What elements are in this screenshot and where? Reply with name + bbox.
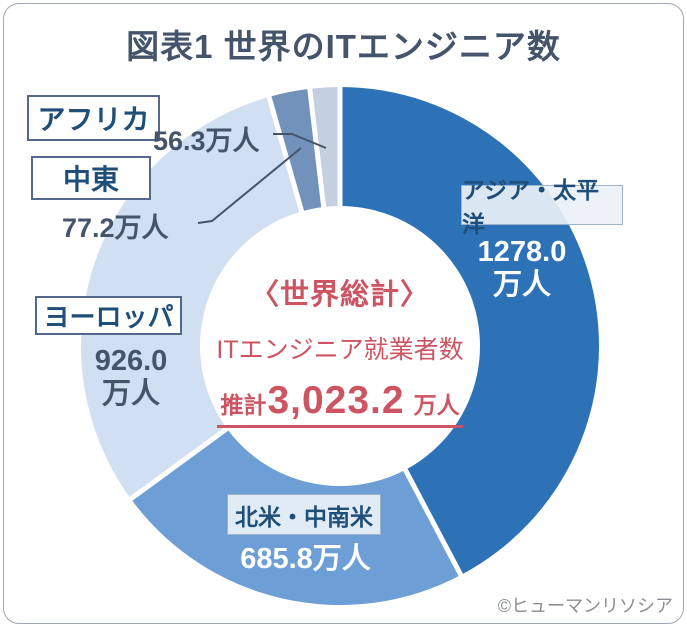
callout-box-asia-pacific: アジア・太平洋 [461, 177, 623, 237]
segment-gap [126, 423, 233, 503]
segment-gap [400, 464, 465, 579]
callout-box-africa: アフリカ [27, 95, 160, 141]
segment-gap [306, 85, 327, 213]
callout-box-middle-east: 中東 [31, 156, 151, 200]
callout-label-europe: ヨーロッパ [43, 302, 174, 332]
callout-box-europe: ヨーロッパ [35, 296, 182, 335]
world-total-heading: 〈世界総計〉 [249, 279, 430, 311]
world-total-subheading: ITエンジニア就業者数 [216, 336, 464, 364]
total-unit: 万人 [413, 392, 460, 418]
callout-label-middle-east: 中東 [62, 164, 119, 195]
copyright-credit: ©ヒューマンリソシア [497, 596, 673, 616]
callout-label-africa: アフリカ [37, 104, 150, 135]
callout-box-americas: 北米・中南米 [227, 494, 381, 535]
center-total-block: 〈世界総計〉 ITエンジニア就業者数 推計 3,023.2 万人 [165, 271, 515, 428]
chart-title: 図表1 世界のITエンジニア数 [126, 28, 561, 65]
total-prefix: 推計 [220, 392, 267, 418]
value-label-europe: 926.0 万人 [94, 345, 168, 411]
value-label-americas: 685.8万人 [240, 543, 371, 575]
value-label-middle-east: 77.2万人 [62, 213, 169, 243]
total-number: 3,023.2 [267, 379, 405, 422]
leader-line-0 [273, 133, 327, 149]
value-label-africa: 56.3万人 [153, 126, 260, 156]
callout-label-asia-pacific: アジア・太平洋 [462, 177, 600, 237]
value-label-asia-pacific: 1278.0 万人 [477, 236, 567, 302]
world-total-value: 推計 3,023.2 万人 [217, 379, 463, 428]
segment-gap [265, 93, 306, 217]
leader-line-1 [197, 147, 302, 224]
donut-segment-3 [269, 88, 324, 212]
callout-label-americas: 北米・中南米 [235, 503, 373, 530]
